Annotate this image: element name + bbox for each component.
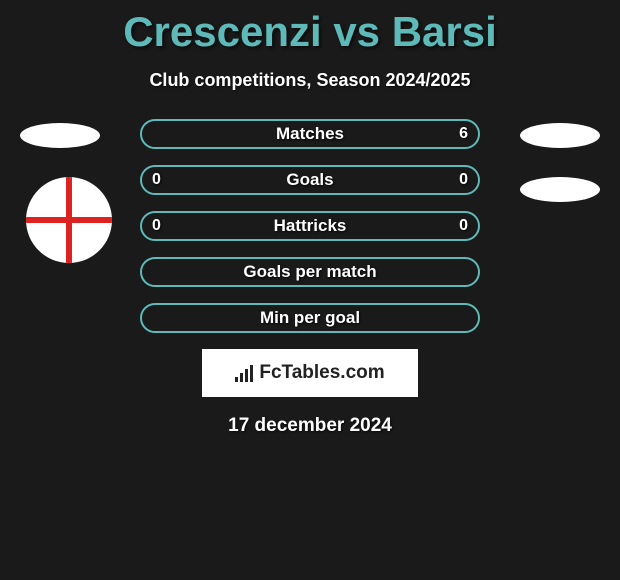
stat-row-matches: Matches 6 [140,119,480,149]
stat-row-goals: 0 Goals 0 [140,165,480,195]
stat-right-value: 0 [459,217,468,235]
subtitle: Club competitions, Season 2024/2025 [0,70,620,91]
brand-label: FcTables.com [259,362,384,384]
stats-container: Matches 6 0 Goals 0 0 Hattricks 0 Goals … [140,119,480,333]
club-badge-right [520,177,600,202]
stat-right-value: 0 [459,171,468,189]
brand-box[interactable]: FcTables.com [202,349,418,397]
stat-row-goals-per-match: Goals per match [140,257,480,287]
stat-label: Goals per match [243,262,376,282]
stat-label: Matches [276,124,344,144]
date-label: 17 december 2024 [0,415,620,437]
bar-chart-icon [235,364,253,382]
club-badge-left [26,177,112,263]
player-badge-left [20,123,100,148]
stat-right-value: 6 [459,125,468,143]
stat-left-value: 0 [152,217,161,235]
player-badge-right [520,123,600,148]
page-title: Crescenzi vs Barsi [0,0,620,56]
stat-left-value: 0 [152,171,161,189]
stat-label: Hattricks [274,216,347,236]
stat-label: Goals [286,170,333,190]
stat-row-min-per-goal: Min per goal [140,303,480,333]
stat-row-hattricks: 0 Hattricks 0 [140,211,480,241]
stat-label: Min per goal [260,308,360,328]
